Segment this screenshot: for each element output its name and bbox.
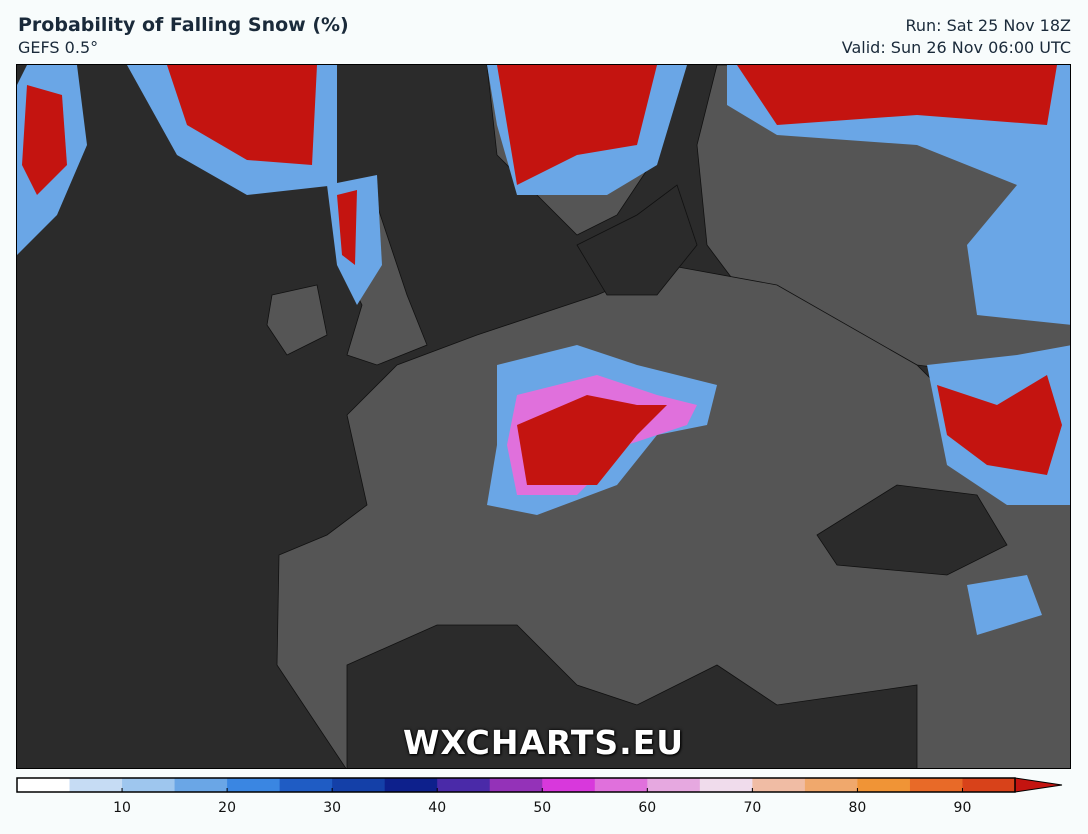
colorbar-border <box>16 777 1016 793</box>
colorbar-segment <box>69 778 123 792</box>
colorbar-tick-label: 60 <box>638 800 657 816</box>
sea-mediterranean <box>346 624 918 768</box>
colorbar-segment <box>699 778 753 792</box>
colorbar-segment <box>489 778 543 792</box>
model-label: GEFS 0.5° <box>18 38 99 57</box>
colorbar-segment <box>647 778 701 792</box>
colorbar-tick-label: 40 <box>428 800 447 816</box>
snow-areas <box>17 65 1070 635</box>
colorbar-segment <box>962 778 1016 792</box>
colorbar-segment <box>17 778 71 792</box>
snow-probability-map: WXCHARTS.EU <box>16 64 1071 769</box>
valid-label: Valid: Sun 26 Nov 06:00 UTC <box>841 38 1071 57</box>
colorbar-segment <box>279 778 333 792</box>
colorbar-tick-label: 70 <box>743 800 762 816</box>
colorbar-segment <box>752 778 806 792</box>
colorbar-tick-label: 30 <box>323 800 342 816</box>
inland-seas <box>346 184 1008 768</box>
colorbar-tick-label: 50 <box>533 800 552 816</box>
chart-title: Probability of Falling Snow (%) <box>18 14 349 36</box>
colorbar-segment <box>857 778 911 792</box>
colorbar <box>16 777 1063 793</box>
map-canvas <box>17 65 1070 768</box>
colorbar-tick-label: 10 <box>113 800 131 816</box>
colorbar-segment <box>384 778 438 792</box>
sea-black <box>816 484 1008 576</box>
colorbar-tick-label: 20 <box>218 800 237 816</box>
colorbar-tick-label: 90 <box>953 800 972 816</box>
colorbar-segment <box>594 778 648 792</box>
land-ireland <box>266 284 328 356</box>
watermark: WXCHARTS.EU <box>402 723 685 762</box>
colorbar-segment <box>542 778 596 792</box>
colorbar-segment <box>122 778 176 792</box>
colorbar-segment <box>332 778 386 792</box>
colorbar-segment <box>227 778 281 792</box>
colorbar-segment <box>804 778 858 792</box>
colorbar-segment <box>437 778 491 792</box>
run-label: Run: Sat 25 Nov 18Z <box>905 16 1071 35</box>
colorbar-segment <box>909 778 963 792</box>
colorbar-extend-arrow <box>1014 777 1063 793</box>
sea-baltic <box>576 184 698 296</box>
colorbar-tick-label: 80 <box>848 800 867 816</box>
colorbar-segment <box>174 778 228 792</box>
